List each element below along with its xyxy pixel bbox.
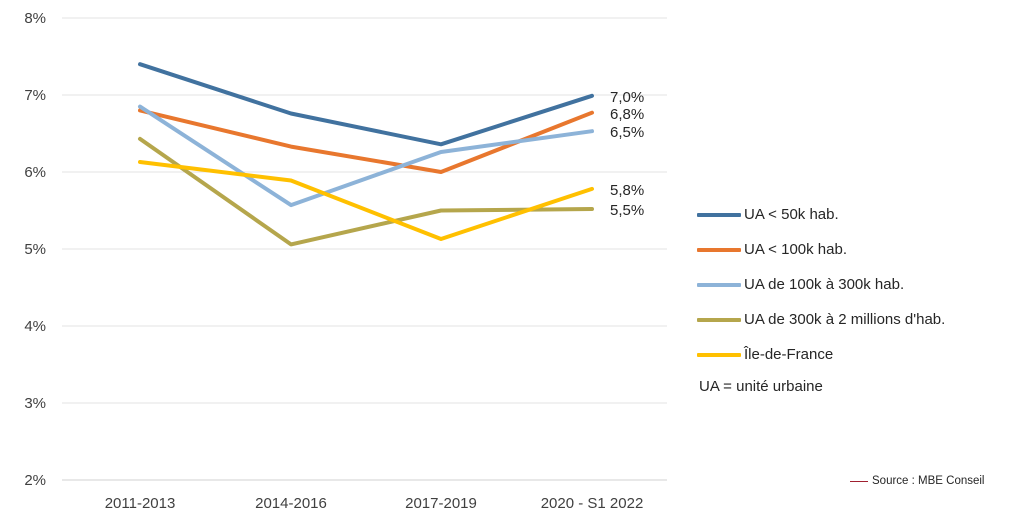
y-tick-label: 4% <box>24 318 46 335</box>
legend-label: UA de 300k à 2 millions d'hab. <box>744 311 946 329</box>
source-line-marker <box>850 480 868 482</box>
series-line <box>138 160 594 241</box>
legend-swatch <box>697 352 741 357</box>
y-tick-label: 6% <box>24 164 46 181</box>
legend-label: UA de 100k à 300k hab. <box>744 276 905 294</box>
legend-item: UA < 50k hab. <box>697 203 945 227</box>
legend-label: UA < 50k hab. <box>744 206 839 224</box>
gridlines <box>62 17 667 481</box>
end-data-labels: 7,0%6,8%6,5% 5,8% 5,5% <box>610 89 644 219</box>
y-axis-tick-labels: 2% 3% 4% 5% 6% 7% 8% <box>24 10 46 489</box>
data-label: 6,5% <box>610 124 644 141</box>
legend-item: UA de 300k à 2 millions d'hab. <box>697 308 945 332</box>
source-note: Source : MBE Conseil <box>850 475 985 487</box>
legend-swatch <box>697 317 741 322</box>
x-tick-label: 2014-2016 <box>255 495 327 512</box>
legend-swatch <box>697 212 741 217</box>
legend-item: UA < 100k hab. <box>697 238 945 262</box>
legend-swatch <box>697 247 741 252</box>
source-text: Source : MBE Conseil <box>872 475 985 487</box>
legend: UA < 50k hab. UA < 100k hab. UA de 100k à … <box>697 203 945 395</box>
data-label: 7,0% <box>610 89 644 106</box>
series-lines <box>138 62 594 247</box>
data-label: 5,8% <box>610 182 644 199</box>
y-tick-label: 8% <box>24 10 46 27</box>
x-axis-tick-labels: 2011-2013 2014-2016 2017-2019 2020 - S1 202… <box>105 495 644 512</box>
y-tick-label: 5% <box>24 241 46 258</box>
legend-swatch <box>697 282 741 287</box>
legend-label: Île-de-France <box>744 346 834 364</box>
series-line <box>138 62 594 147</box>
y-tick-label: 7% <box>24 87 46 104</box>
y-tick-label: 2% <box>24 472 46 489</box>
y-tick-label: 3% <box>24 395 46 412</box>
data-label: 5,5% <box>610 202 644 219</box>
series-line <box>138 136 594 247</box>
legend-note: UA = unité urbaine <box>699 378 823 395</box>
x-tick-label: 2017-2019 <box>405 495 477 512</box>
data-label: 6,8% <box>610 106 644 123</box>
x-tick-label: 2020 - S1 2022 <box>541 495 644 512</box>
x-tick-label: 2011-2013 <box>105 495 176 512</box>
series-line <box>138 104 594 208</box>
legend-item: Île-de-France <box>697 343 945 367</box>
legend-item: UA de 100k à 300k hab. <box>697 273 945 297</box>
legend-label: UA < 100k hab. <box>744 241 847 259</box>
